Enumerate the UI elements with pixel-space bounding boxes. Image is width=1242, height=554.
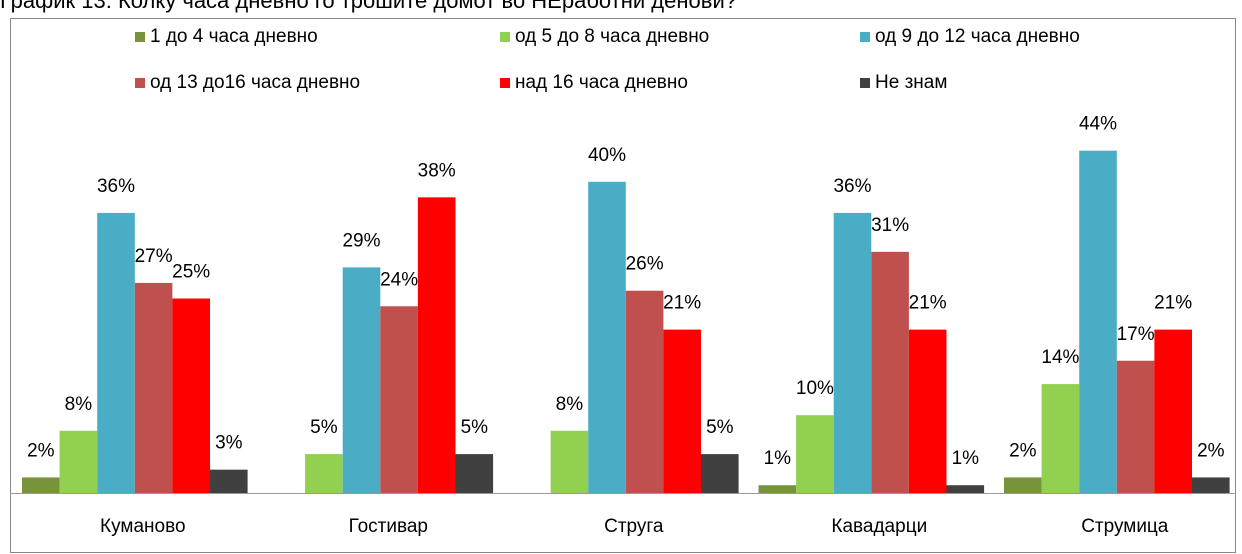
- legend-swatch: [860, 32, 870, 42]
- data-label: 17%: [1117, 324, 1155, 345]
- bar: [380, 306, 418, 493]
- data-label: 2%: [1197, 440, 1225, 461]
- x-tick-label: Куманово: [100, 516, 186, 537]
- bar: [305, 454, 343, 493]
- legend-swatch: [500, 78, 510, 88]
- legend-label: над 16 часа дневно: [515, 72, 688, 93]
- data-label: 31%: [871, 215, 909, 236]
- data-label: 36%: [97, 176, 135, 197]
- data-label: 38%: [418, 160, 456, 181]
- data-label: 21%: [1154, 293, 1192, 314]
- bar: [1079, 150, 1117, 493]
- bar: [701, 454, 739, 493]
- bar: [871, 251, 909, 493]
- data-label: 5%: [310, 417, 338, 438]
- bar: [455, 454, 494, 493]
- legend-swatch: [500, 32, 510, 42]
- bar: [22, 477, 60, 493]
- legend-swatch: [135, 32, 145, 42]
- data-label: 29%: [342, 230, 380, 251]
- bar: [210, 469, 248, 493]
- data-label: 1%: [764, 448, 792, 469]
- legend-swatch: [135, 78, 145, 88]
- data-label: 1%: [952, 448, 980, 469]
- x-tick-label: Кавадарци: [831, 516, 927, 537]
- bar: [625, 290, 664, 493]
- bar: [97, 212, 135, 494]
- bar: [342, 267, 381, 493]
- bar: [796, 415, 834, 493]
- data-label: 25%: [172, 262, 210, 283]
- bar: [417, 197, 456, 494]
- data-label: 14%: [1041, 347, 1079, 368]
- bar: [1116, 360, 1155, 493]
- legend-label: Не знам: [875, 72, 947, 93]
- bar: [172, 298, 210, 493]
- bar: [758, 485, 797, 493]
- bar: [1041, 384, 1080, 493]
- bar: [663, 329, 701, 493]
- bar: [1004, 477, 1042, 493]
- data-label: 21%: [663, 293, 701, 314]
- bar: [946, 485, 985, 493]
- x-tick-label: Струга: [604, 516, 664, 537]
- legend-label: од 9 до 12 часа дневно: [875, 26, 1080, 47]
- data-label: 8%: [65, 394, 93, 415]
- chart-title: График 13: Колку часа дневно го трошите …: [0, 0, 737, 13]
- legend-label: 1 до 4 часа дневно: [150, 26, 318, 47]
- bar: [134, 282, 173, 493]
- data-label: 5%: [461, 417, 489, 438]
- legend-label: од 13 до16 часа дневно: [150, 72, 360, 93]
- data-label: 2%: [1009, 440, 1037, 461]
- data-label: 27%: [135, 246, 173, 267]
- data-label: 40%: [588, 145, 626, 166]
- data-label: 44%: [1079, 114, 1117, 135]
- x-tick-label: Струмица: [1081, 516, 1169, 537]
- bar: [1192, 477, 1230, 493]
- x-tick-label: Гостивар: [349, 516, 428, 537]
- bar: [833, 212, 872, 494]
- data-label: 24%: [380, 269, 418, 290]
- data-label: 5%: [706, 417, 734, 438]
- bar: [908, 329, 947, 493]
- chart-border: [10, 18, 1236, 553]
- bar: [588, 181, 626, 494]
- data-label: 10%: [796, 378, 834, 399]
- data-label: 36%: [833, 176, 871, 197]
- data-label: 26%: [626, 254, 664, 275]
- bar: [59, 430, 98, 493]
- data-label: 3%: [215, 433, 243, 454]
- legend-label: од 5 до 8 часа дневно: [515, 26, 709, 47]
- data-label: 2%: [27, 440, 55, 461]
- data-label: 8%: [556, 394, 584, 415]
- data-label: 21%: [909, 293, 947, 314]
- legend-swatch: [860, 78, 870, 88]
- bar: [1154, 329, 1192, 493]
- bar: [550, 430, 589, 493]
